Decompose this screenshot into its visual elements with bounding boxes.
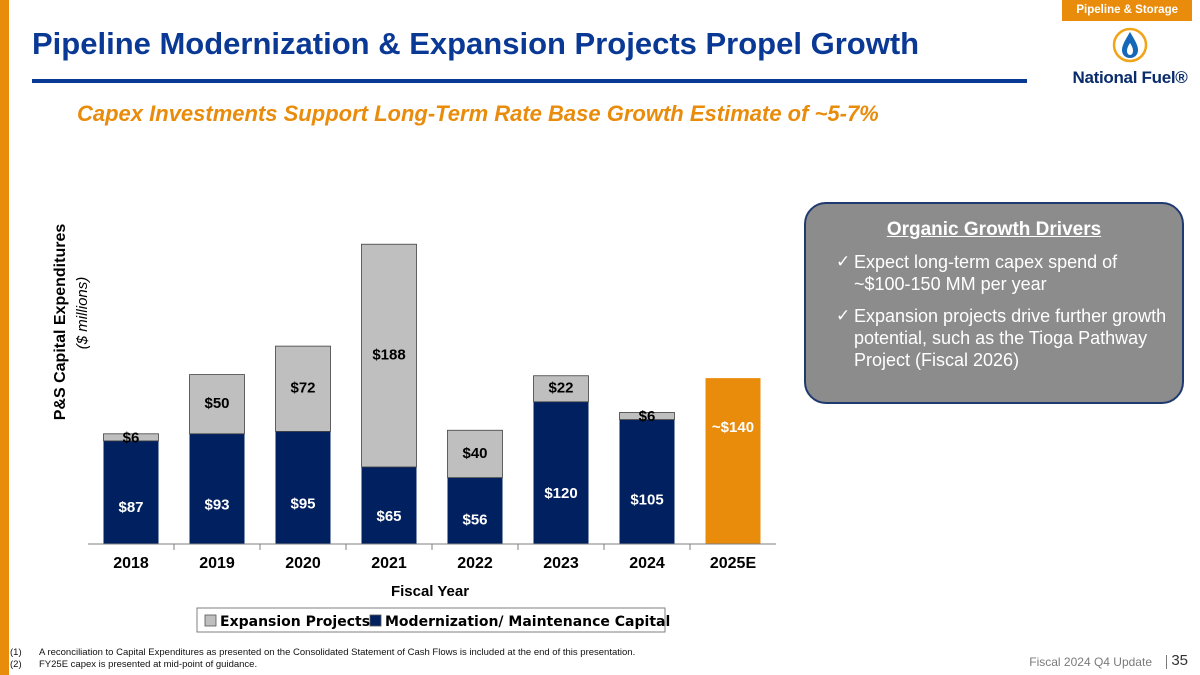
bar-label-expansion: $40 xyxy=(462,445,487,462)
bar-label-expansion: $6 xyxy=(639,408,656,425)
left-accent-bar xyxy=(0,0,9,675)
subtitle: Capex Investments Support Long-Term Rate… xyxy=(77,101,879,126)
bar-expansion xyxy=(619,412,675,420)
bar-label-forecast: ~$140 xyxy=(712,419,754,436)
bar-expansion xyxy=(447,429,503,479)
x-tick-label: 2020 xyxy=(285,555,321,572)
callout-title: Organic Growth Drivers xyxy=(886,219,1102,240)
x-tick-label: 2021 xyxy=(371,555,407,572)
footnote-text: A reconciliation to Capital Expenditures… xyxy=(39,647,636,658)
bar-label-modernization: $120 xyxy=(544,485,577,502)
x-tick-label: 2025E xyxy=(710,555,757,572)
bar-label-expansion: $50 xyxy=(204,395,229,412)
bar-modernization xyxy=(275,431,331,544)
bar-expansion xyxy=(103,433,159,442)
legend-box xyxy=(196,607,666,633)
callout-item: ✓ Expansion projects drive further growt… xyxy=(836,305,1170,371)
section-tag: Pipeline & Storage xyxy=(1062,0,1192,21)
bar-modernization xyxy=(189,433,245,544)
x-tick-label: 2023 xyxy=(543,555,579,572)
footnote-number: (1) xyxy=(10,647,22,658)
bar-expansion xyxy=(361,243,417,468)
footer-label: Fiscal 2024 Q4 Update xyxy=(1029,655,1152,669)
bar-label-modernization: $56 xyxy=(462,512,487,529)
x-axis-title: Fiscal Year xyxy=(391,583,469,600)
x-tick-label: 2019 xyxy=(199,555,235,572)
bar-modernization xyxy=(619,419,675,544)
checkmark-icon: ✓ xyxy=(836,252,851,271)
organic-growth-callout: Organic Growth Drivers ✓ Expect long-ter… xyxy=(804,202,1184,404)
checkmark-icon: ✓ xyxy=(836,306,851,325)
capex-stacked-bar-chart: $87 $6 $93 $50 $95 $72 $65 $188 $56 $40 $120 $22 $10… xyxy=(52,224,776,633)
bar-forecast xyxy=(705,378,761,544)
bar-expansion xyxy=(533,375,589,403)
flame-drop-icon xyxy=(1112,27,1148,63)
x-tick-label: 2018 xyxy=(113,555,149,572)
legend-swatch-expansion xyxy=(204,614,217,627)
footnote-number: (2) xyxy=(10,659,22,670)
y-axis-subtitle: ($ millions) xyxy=(74,277,91,350)
callout-list: ✓ Expect long-term capex spend of ~$100-… xyxy=(806,251,1182,371)
bar-modernization xyxy=(361,466,417,544)
bar-modernization xyxy=(103,440,159,544)
legend-label-expansion: Expansion Projects xyxy=(220,614,370,630)
legend-swatch-modernization xyxy=(369,614,382,627)
logo-wordmark: National Fuel® xyxy=(1072,68,1188,87)
callout-item: ✓ Expect long-term capex spend of ~$100-… xyxy=(836,251,1170,295)
page-number: 35 xyxy=(1171,652,1188,669)
legend-label-modernization: Modernization/ Maintenance Capital xyxy=(385,614,670,630)
bar-modernization xyxy=(533,401,589,544)
page-title: Pipeline Modernization & Expansion Proje… xyxy=(32,26,920,61)
footer-separator xyxy=(1166,655,1167,669)
bar-modernization xyxy=(447,477,503,544)
bar-expansion xyxy=(275,345,331,432)
bar-label-expansion: $72 xyxy=(290,380,315,397)
x-tick-label: 2022 xyxy=(457,555,493,572)
bar-label-expansion: $22 xyxy=(548,380,573,397)
x-tick-label: 2024 xyxy=(629,555,665,572)
footnote: (2) FY25E capex is presented at mid-point… xyxy=(10,659,635,671)
bar-label-modernization: $93 xyxy=(204,496,229,513)
y-axis-title: P&S Capital Expenditures xyxy=(52,224,69,421)
footnote-text: FY25E capex is presented at mid-point of… xyxy=(39,659,258,670)
bar-expansion xyxy=(189,374,245,435)
bar-label-modernization: $87 xyxy=(118,499,143,516)
bar-label-modernization: $65 xyxy=(376,508,401,525)
footnote: (1) A reconciliation to Capital Expenditu… xyxy=(10,647,635,659)
footnotes: (1) A reconciliation to Capital Expenditu… xyxy=(10,647,635,671)
callout-item-text: Expansion projects drive further growth … xyxy=(854,306,1167,370)
bar-label-expansion: $6 xyxy=(123,429,140,446)
title-underline xyxy=(32,79,1027,83)
callout-item-text: Expect long-term capex spend of ~$100-15… xyxy=(854,252,1118,294)
chart-legend: Expansion Projects Modernization/ Mainte… xyxy=(196,607,670,633)
company-logo: National Fuel® xyxy=(1068,26,1192,96)
bar-label-modernization: $95 xyxy=(290,496,315,513)
bar-label-expansion: $188 xyxy=(372,347,405,364)
bar-label-modernization: $105 xyxy=(630,491,663,508)
